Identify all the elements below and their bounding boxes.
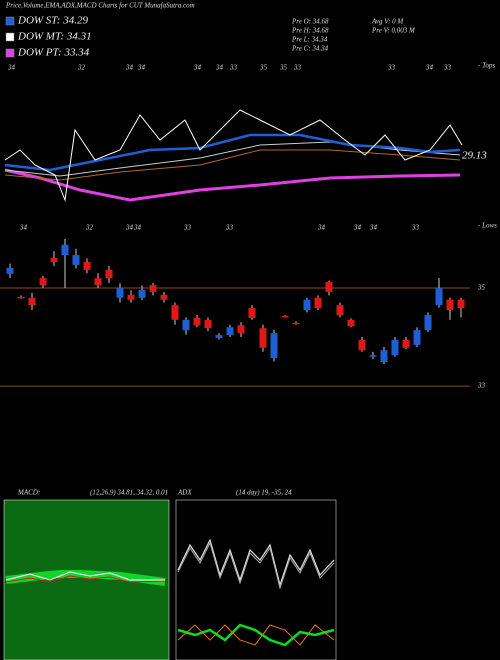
y-tick-label: 33 bbox=[477, 382, 486, 390]
candle-body bbox=[446, 299, 454, 311]
candle-body bbox=[369, 355, 377, 357]
ema-lines bbox=[4, 109, 463, 202]
candle-body bbox=[204, 319, 212, 329]
candle-body bbox=[193, 317, 201, 326]
candle-body bbox=[226, 327, 234, 336]
candle-body bbox=[17, 296, 25, 299]
top-label: 34 bbox=[215, 64, 224, 72]
page-title: Price,Volume,EMA,ADX,MACD Charts for CUT… bbox=[5, 2, 195, 10]
candle-body bbox=[358, 339, 366, 351]
candle-body bbox=[336, 305, 344, 315]
low-label: 33 bbox=[183, 224, 192, 232]
low-label: 32 bbox=[85, 224, 94, 232]
candle-body bbox=[72, 255, 80, 265]
adx-params: (14 day) 19, -35, 24 bbox=[236, 489, 292, 497]
candle-body bbox=[380, 350, 388, 363]
candle-body bbox=[105, 269, 113, 279]
top-label: 34 bbox=[125, 64, 134, 72]
candle-body bbox=[182, 319, 190, 331]
top-label: 34 bbox=[425, 64, 434, 72]
top-label: 33 bbox=[229, 64, 238, 72]
candle-body bbox=[28, 297, 36, 306]
candle-body bbox=[171, 305, 179, 320]
adx-panel bbox=[175, 499, 337, 660]
low-label: 34 bbox=[353, 224, 362, 232]
low-label: 34 bbox=[317, 224, 326, 232]
macd-params: (12,26,9) 34.81, 34.32, 0.01 bbox=[90, 489, 168, 497]
adx-lines bbox=[177, 538, 335, 647]
low-label: 34 bbox=[369, 224, 378, 232]
macd-lines bbox=[5, 570, 166, 586]
legend-label: DOW MT: 34.31 bbox=[17, 31, 92, 43]
pre-value: Pre H: 34.68 bbox=[291, 27, 329, 35]
candle-body bbox=[215, 335, 223, 338]
candle-body bbox=[402, 339, 410, 348]
candle-body bbox=[303, 299, 311, 311]
top-label: 34 bbox=[193, 64, 202, 72]
candle-body bbox=[413, 330, 421, 345]
top-label: 34 bbox=[137, 64, 146, 72]
low-label: 34 bbox=[133, 224, 142, 232]
candle-body bbox=[237, 325, 245, 334]
legend-label: DOW PT: 33.34 bbox=[17, 47, 90, 59]
candle-body bbox=[347, 319, 355, 327]
candle-body bbox=[39, 278, 47, 286]
low-note: - Lows bbox=[478, 222, 497, 230]
top-label: 34 bbox=[7, 64, 16, 72]
pre-value: Pre O: 34.68 bbox=[291, 18, 329, 26]
y-tick-label: 35 bbox=[477, 284, 486, 292]
candle-body bbox=[325, 282, 333, 292]
candle-body bbox=[391, 339, 399, 356]
candle-body bbox=[61, 244, 69, 256]
avg-value: Avg V: 0 M bbox=[371, 18, 404, 26]
top-label: 33 bbox=[293, 64, 302, 72]
candle-body bbox=[270, 333, 278, 359]
candle-body bbox=[94, 278, 102, 286]
candle-body bbox=[435, 287, 443, 306]
candle-body bbox=[248, 308, 256, 318]
legend-swatch bbox=[5, 48, 15, 58]
pre-value: Pre C: 34.34 bbox=[291, 45, 329, 53]
candle-body bbox=[292, 322, 300, 325]
adx-label: ADX bbox=[177, 489, 192, 497]
top-label: 33 bbox=[443, 64, 452, 72]
top-label: 32 bbox=[77, 64, 86, 72]
candle-body bbox=[149, 285, 157, 292]
candle-body bbox=[457, 299, 465, 309]
candle-body bbox=[6, 267, 14, 274]
legend-label: DOW ST: 34.29 bbox=[17, 15, 88, 27]
legend-swatch bbox=[5, 16, 15, 26]
candle-body bbox=[160, 294, 168, 300]
top-label: 33 bbox=[387, 64, 396, 72]
candle-body bbox=[314, 297, 322, 309]
candle-body bbox=[50, 258, 58, 262]
candle-body bbox=[116, 287, 124, 298]
low-label: 34 bbox=[19, 224, 28, 232]
top-label: 35 bbox=[259, 64, 268, 72]
last-value: 29.13 bbox=[462, 150, 487, 162]
candle-body bbox=[83, 261, 91, 270]
top-label: 35 bbox=[279, 64, 288, 72]
candle-body bbox=[138, 289, 146, 298]
low-label: 33 bbox=[411, 224, 420, 232]
candle-body bbox=[127, 294, 135, 300]
low-label: 33 bbox=[225, 224, 234, 232]
candle-body bbox=[281, 315, 289, 318]
candle-body bbox=[259, 328, 267, 348]
avg-value: Pre V: 0.003 M bbox=[371, 27, 416, 35]
pre-value: Pre L: 34.34 bbox=[291, 36, 328, 44]
low-label: 34 bbox=[125, 224, 134, 232]
top-note: - Tops bbox=[478, 62, 495, 70]
candle-body bbox=[424, 314, 432, 331]
legend-swatch bbox=[5, 32, 15, 42]
macd-label: MACD: bbox=[17, 489, 40, 497]
